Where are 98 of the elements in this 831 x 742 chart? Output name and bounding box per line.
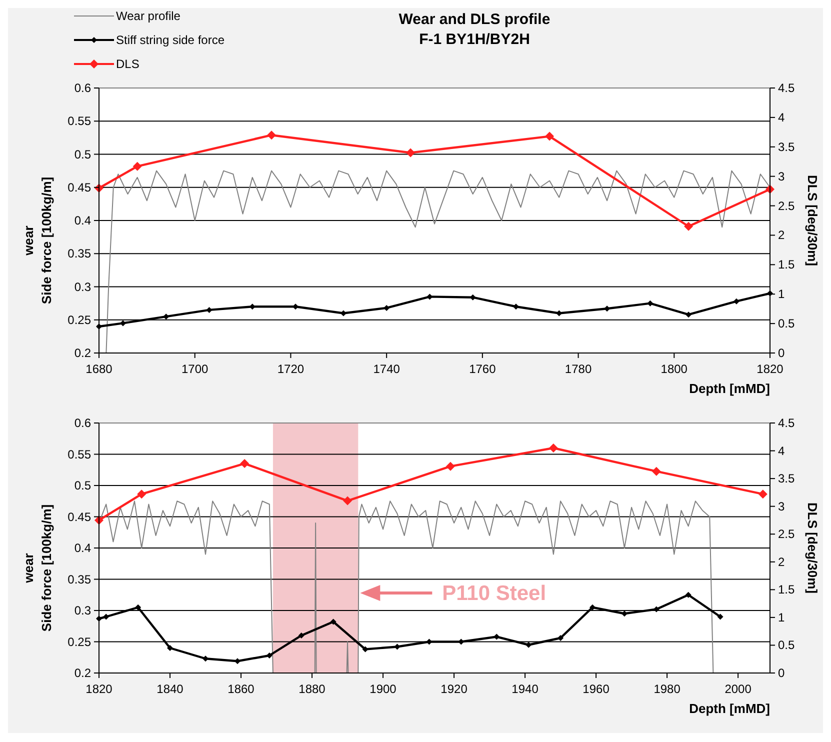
y2-tick-label: 0.5 [778, 316, 796, 331]
point [647, 300, 654, 306]
point [384, 304, 390, 311]
point [621, 610, 628, 617]
point [733, 298, 740, 304]
point [548, 444, 558, 452]
point [685, 592, 692, 598]
y-tick-label: 0.4 [74, 541, 92, 555]
point [686, 312, 692, 318]
y2-tick-label: 2.5 [778, 198, 796, 213]
y-tick-label: 0.5 [74, 147, 92, 162]
point [103, 614, 110, 620]
y2-tick-label: 3 [778, 169, 785, 184]
x-tick-label: 1860 [228, 682, 255, 696]
y2-tick-label: 1 [778, 287, 785, 302]
point [589, 604, 596, 610]
x-tick-label: 1940 [512, 682, 539, 696]
point [512, 304, 519, 310]
point [684, 222, 694, 231]
x-tick-label: 1900 [370, 682, 397, 696]
y2-tick-label: 4.5 [778, 81, 796, 95]
point [330, 618, 336, 625]
y-axis-title: wear Side force [100kg/m] [21, 504, 54, 632]
y-tick-label: 0.2 [74, 346, 92, 360]
point [494, 634, 500, 640]
point [446, 462, 455, 471]
y2-tick-label: 3 [778, 499, 785, 514]
point [163, 314, 170, 320]
y-tick-label: 0.45 [68, 180, 92, 194]
x-tick-label: 1740 [373, 362, 400, 376]
y2-axis-title: DLS [deg/30m] [805, 502, 820, 594]
x-tick-label: 2000 [724, 682, 752, 696]
y2-tick-label: 1.5 [778, 258, 796, 272]
y-tick-label: 0.6 [74, 81, 92, 95]
x-tick-label: 1980 [654, 682, 681, 696]
y-tick-label: 0.25 [68, 312, 92, 327]
y2-tick-label: 1.5 [778, 582, 796, 597]
point [545, 132, 554, 141]
point [758, 490, 768, 499]
y2-tick-label: 0 [778, 346, 785, 360]
x-tick-label: 1680 [86, 362, 113, 376]
y-tick-label: 0.35 [68, 572, 92, 586]
x-tick-label: 1920 [440, 682, 468, 696]
y-tick-label: 0.35 [68, 246, 92, 261]
point [652, 466, 661, 476]
y-tick-label: 0.2 [74, 666, 92, 680]
y2-tick-label: 1 [778, 610, 785, 624]
x-tick-label: 1960 [582, 682, 610, 696]
y-tick-label: 0.3 [74, 280, 92, 294]
y-tick-label: 0.55 [68, 447, 92, 462]
point [135, 604, 142, 610]
legend-label: Stiff string side force [116, 33, 225, 47]
x-tick-label: 1720 [277, 362, 304, 376]
x-tick-label: 1880 [298, 682, 326, 696]
x-axis-title: Depth [mMD] [689, 701, 770, 716]
point [526, 642, 532, 648]
y-axis-title: wear Side force [100kg/m] [21, 176, 54, 304]
y2-axis-title: DLS [deg/30m] [805, 174, 820, 266]
y2-tick-label: 0 [778, 666, 785, 680]
x-tick-label: 1780 [564, 362, 592, 376]
y-tick-label: 0.45 [68, 510, 92, 524]
y2-tick-label: 2.5 [778, 527, 796, 542]
x-tick-label: 1820 [756, 362, 784, 376]
y2-tick-label: 0.5 [778, 638, 796, 652]
point [206, 306, 212, 313]
point [267, 130, 276, 140]
y-tick-label: 0.55 [68, 114, 92, 128]
point [240, 459, 250, 468]
point [167, 645, 174, 651]
y2-tick-label: 4 [778, 110, 785, 124]
x-tick-label: 1840 [156, 682, 184, 696]
y-tick-label: 0.3 [74, 604, 92, 618]
y-tick-label: 0.25 [68, 634, 92, 649]
x-tick-label: 1820 [86, 682, 113, 696]
point [343, 496, 352, 506]
annotation: P110 Steel [442, 582, 546, 605]
y2-tick-label: 4.5 [778, 416, 796, 430]
x-tick-label: 1760 [469, 362, 496, 376]
y2-tick-label: 2 [778, 554, 785, 569]
point [132, 162, 142, 171]
legend-label: Wear profile [116, 9, 181, 23]
point [298, 632, 304, 638]
y-tick-label: 0.4 [74, 214, 92, 228]
point [137, 490, 146, 499]
chart-title: Wear and DLS profile F-1 BY1H/BY2H [398, 11, 550, 48]
y-tick-label: 0.6 [74, 416, 92, 430]
y2-tick-label: 2 [778, 228, 785, 242]
point [558, 635, 564, 641]
legend-label: DLS [116, 57, 140, 71]
y2-tick-label: 3.5 [778, 472, 796, 486]
y-tick-label: 0.5 [74, 478, 92, 492]
y2-tick-label: 4 [778, 444, 785, 458]
y2-tick-label: 3.5 [778, 140, 796, 154]
x-tick-label: 1700 [182, 362, 209, 376]
x-axis-title: Depth [mMD] [689, 381, 770, 396]
point [406, 148, 416, 158]
point [717, 614, 724, 620]
x-tick-label: 1800 [660, 362, 688, 376]
